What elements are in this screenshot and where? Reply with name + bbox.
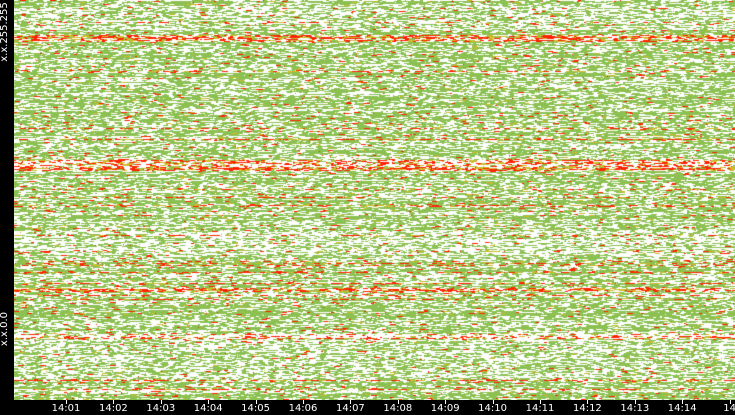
x-tick <box>587 400 589 404</box>
x-tick-label: 14:02 <box>98 403 128 414</box>
x-tick <box>492 400 494 404</box>
x-tick <box>208 400 210 404</box>
x-tick-label: 14:06 <box>288 403 318 414</box>
x-tick <box>66 400 67 404</box>
y-axis-bottom-label: x.x.0.0 <box>0 311 10 347</box>
x-tick <box>350 400 352 404</box>
x-tick <box>255 400 257 404</box>
x-tick-label: 14:08 <box>383 403 413 414</box>
x-tick <box>445 400 447 404</box>
x-tick-label: 14:14 <box>667 403 697 414</box>
x-tick <box>729 400 731 404</box>
x-tick <box>113 400 115 404</box>
x-tick-label: 14:07 <box>335 403 365 414</box>
x-tick-label: 14:11 <box>525 403 555 414</box>
x-tick <box>303 400 304 404</box>
heatmap-canvas <box>14 0 735 400</box>
x-tick <box>682 400 684 404</box>
x-tick <box>160 400 162 404</box>
x-tick-label: 14 <box>723 403 735 414</box>
x-tick-label: 14:05 <box>241 403 271 414</box>
x-tick-label: 14:09 <box>430 403 460 414</box>
x-tick <box>634 400 636 404</box>
x-tick <box>397 400 399 404</box>
x-tick-label: 14:01 <box>51 403 81 414</box>
x-axis: 14:01 14:02 14:03 14:04 14:05 14:06 14:07 14:08… <box>14 400 735 415</box>
y-axis-top-label: x.x.255.255 <box>0 2 10 62</box>
x-tick-label: 14:04 <box>193 403 223 414</box>
x-tick-label: 14:10 <box>478 403 508 414</box>
x-tick <box>540 400 541 404</box>
x-tick-label: 14:12 <box>572 403 602 414</box>
x-tick-label: 14:13 <box>620 403 650 414</box>
x-tick-label: 14:03 <box>146 403 176 414</box>
